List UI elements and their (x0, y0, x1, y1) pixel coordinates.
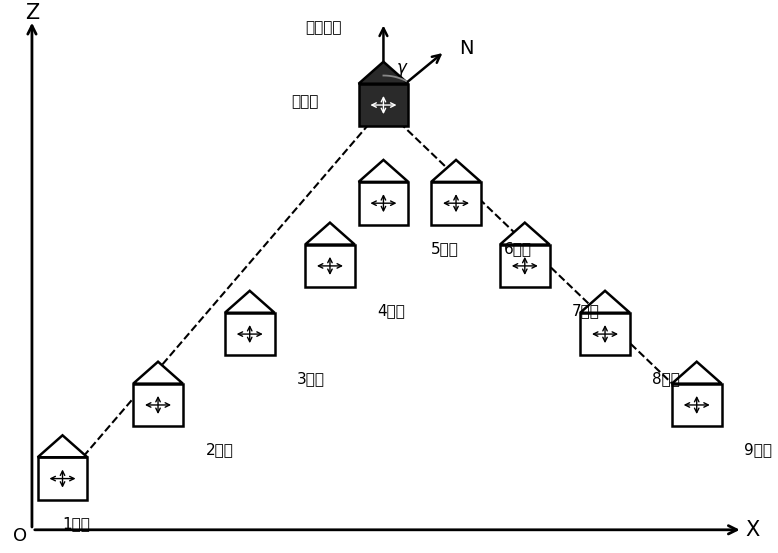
Text: 9号舰: 9号舰 (744, 442, 772, 457)
Text: O: O (13, 528, 27, 545)
Polygon shape (225, 291, 275, 313)
Text: N: N (459, 39, 473, 58)
Polygon shape (431, 160, 481, 182)
Text: 8号舰: 8号舰 (653, 372, 680, 387)
Text: 3号舰: 3号舰 (297, 372, 325, 387)
Polygon shape (37, 435, 87, 457)
Polygon shape (580, 291, 630, 313)
Text: 6号舰: 6号舰 (503, 241, 531, 256)
Text: 2号舰: 2号舰 (205, 442, 233, 457)
Text: 4号舰: 4号舰 (377, 304, 405, 319)
Bar (359, 182, 408, 225)
Bar (305, 244, 355, 287)
Text: 队列航向: 队列航向 (305, 20, 342, 35)
Polygon shape (500, 223, 549, 244)
Polygon shape (133, 362, 183, 384)
Text: 7号舰: 7号舰 (572, 304, 600, 319)
Bar (37, 457, 87, 500)
Text: Z: Z (25, 3, 39, 23)
Polygon shape (305, 223, 355, 244)
Bar (580, 313, 630, 356)
Text: 5号舰: 5号舰 (431, 241, 459, 256)
Bar (672, 384, 721, 426)
Bar (133, 384, 183, 426)
Polygon shape (359, 62, 408, 84)
Text: 1号舰: 1号舰 (62, 516, 90, 531)
Bar (431, 182, 481, 225)
Polygon shape (359, 160, 408, 182)
Bar (359, 84, 408, 126)
Bar (225, 313, 275, 356)
Text: 基准舰: 基准舰 (291, 94, 318, 109)
Bar (500, 244, 549, 287)
Text: X: X (745, 520, 759, 540)
Text: γ: γ (397, 59, 407, 77)
Polygon shape (672, 362, 721, 384)
